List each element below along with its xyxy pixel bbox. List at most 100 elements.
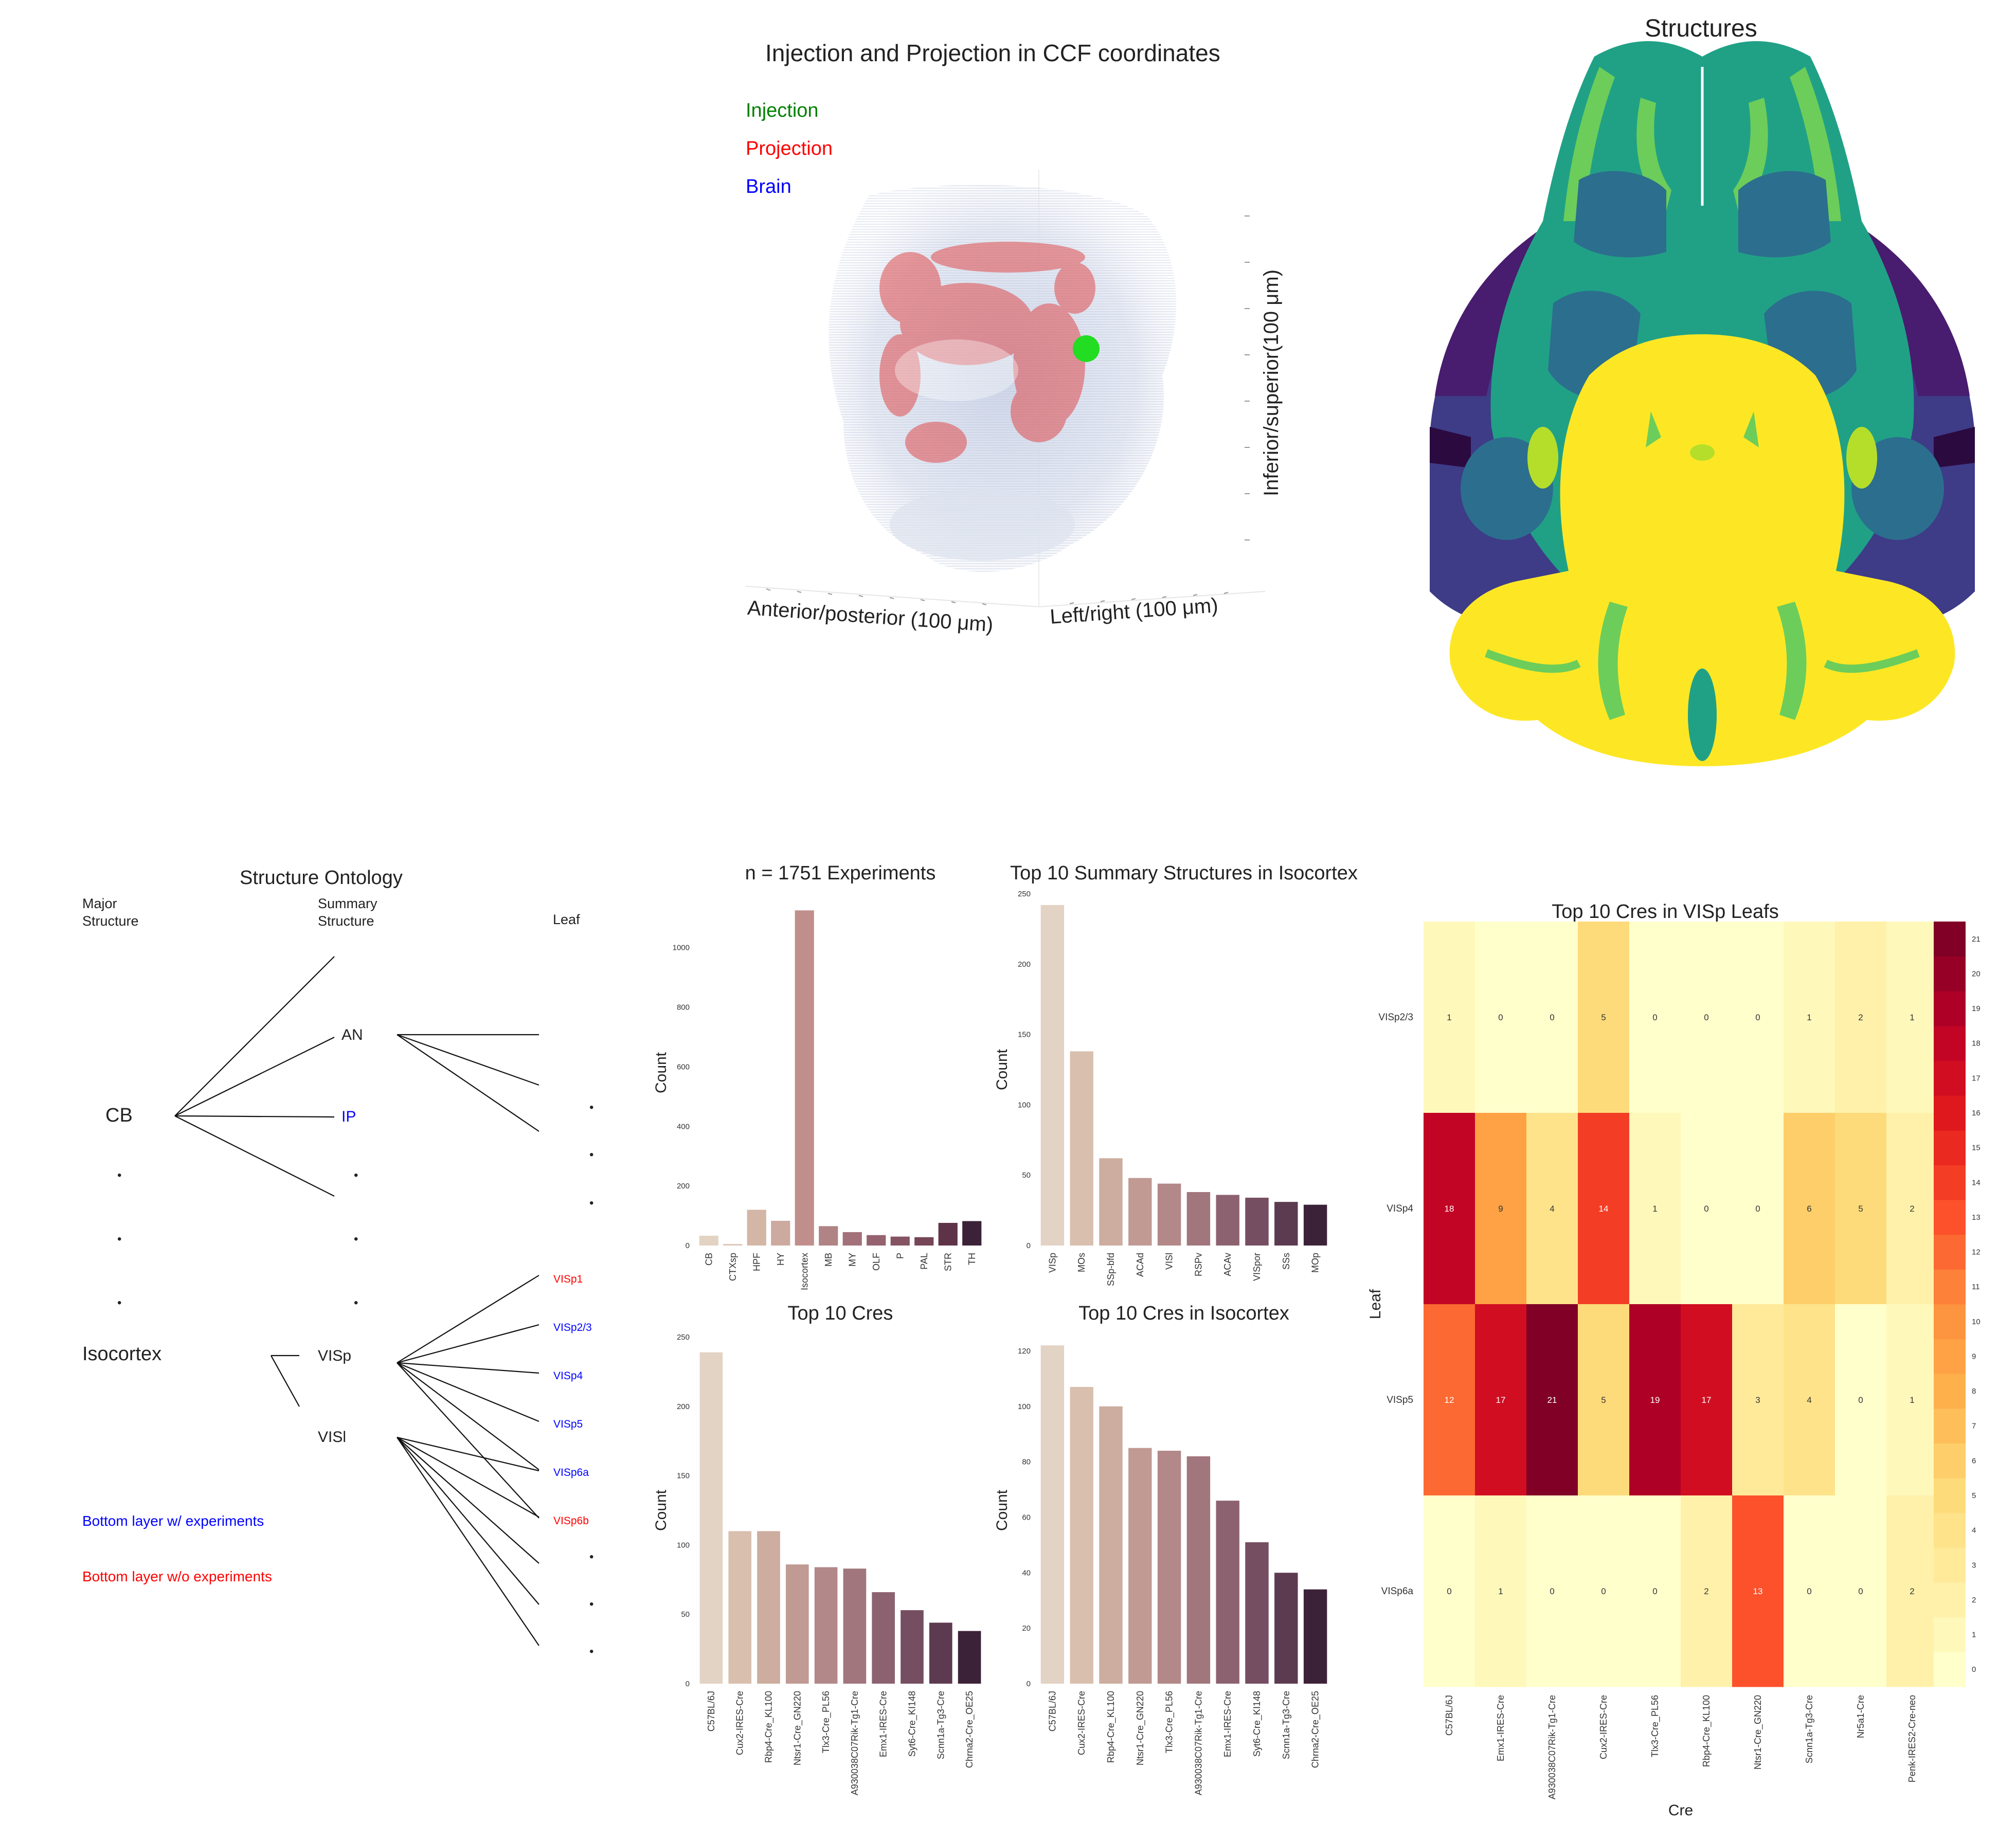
heatmap-cell-value: 1 [1910, 1013, 1914, 1022]
heatmap-cell-value: 0 [1858, 1395, 1863, 1405]
ellipsis-dot: • [354, 1296, 358, 1310]
ellipsis-dot: • [354, 1168, 358, 1182]
bar [1157, 1183, 1181, 1246]
x-tick-label: RSPv [1193, 1253, 1203, 1276]
heatmap-cell-value: 0 [1601, 1586, 1606, 1596]
heatmap-cell-value: 1 [1498, 1586, 1503, 1596]
colorbar-tick-label: 5 [1972, 1491, 1976, 1500]
colorbar-segment [1934, 1304, 1966, 1340]
heatmap-cell [1475, 1113, 1527, 1305]
x-tick-label: MB [823, 1253, 834, 1267]
heatmap-cell [1886, 1304, 1938, 1496]
heatmap-x-label: Cre [1668, 1802, 1693, 1819]
ellipsis-dot: • [117, 1232, 122, 1246]
major-isocortex: Isocortex [82, 1343, 162, 1365]
heatmap-col-label: A930038C07Rik-Tg1-Cre [1547, 1695, 1557, 1799]
heatmap-cell-value: 4 [1807, 1395, 1811, 1405]
ellipsis-dot: • [117, 1168, 122, 1182]
heatmap-cell-value: 13 [1753, 1586, 1763, 1596]
ellipsis-dot: • [589, 1148, 594, 1162]
heatmap-row-label: VISp5 [1387, 1395, 1413, 1405]
heatmap-cell [1578, 1304, 1630, 1496]
colorbar-tick-label: 7 [1972, 1422, 1976, 1431]
heatmap-cell-value: 0 [1704, 1204, 1708, 1214]
y-tick-label: 100 [1018, 1101, 1031, 1109]
y-tick-label: 100 [1018, 1402, 1031, 1411]
heatmap-col-label: Tlx3-Cre_PL56 [1650, 1695, 1661, 1757]
heatmap-cell [1578, 1495, 1630, 1687]
heatmap-cell [1835, 1304, 1887, 1496]
colorbar-segment [1934, 1374, 1966, 1409]
summary-ip: IP [341, 1108, 356, 1125]
x-tick-label: Scnn1a-Tg3-Cre [1281, 1691, 1291, 1759]
x-tick-label: VISpor [1252, 1253, 1262, 1281]
heatmap-cell-value: 21 [1547, 1395, 1557, 1405]
colorbar-segment [1934, 1130, 1966, 1165]
heatmap-cell-value: 4 [1550, 1204, 1554, 1214]
heatmap-cell-value: 19 [1650, 1395, 1660, 1405]
heatmap-cell-value: 0 [1652, 1586, 1657, 1596]
panel3d-title: Injection and Projection in CCF coordina… [765, 40, 1220, 66]
x-tick-label: Cux2-IRES-Cre [735, 1691, 745, 1755]
ellipsis-dot: • [589, 1196, 594, 1210]
colorbar-segment [1934, 1443, 1966, 1478]
heatmap-col-label: Scnn1a-Tg3-Cre [1804, 1695, 1814, 1763]
legend-projection: Projection [746, 138, 833, 159]
colorbar-tick-label: 0 [1972, 1665, 1976, 1674]
heatmap-cell-value: 2 [1704, 1586, 1708, 1596]
heatmap-cell [1526, 1113, 1578, 1305]
bar [1128, 1178, 1152, 1246]
bar [1303, 1589, 1327, 1684]
heatmap-cell-value: 1 [1807, 1013, 1811, 1022]
colorbar-segment [1934, 1200, 1966, 1235]
heatmap-cell [1886, 1113, 1938, 1305]
major-cb: CB [105, 1105, 133, 1126]
x-tick-label: Cux2-IRES-Cre [1076, 1691, 1087, 1755]
y-tick-label: 1000 [673, 944, 690, 952]
bar [771, 1220, 790, 1246]
y-axis-label: Count [653, 1489, 670, 1531]
bar [1070, 1051, 1093, 1246]
colorbar-segment [1934, 922, 1966, 957]
heatmap-cell-value: 14 [1599, 1204, 1609, 1214]
heatmap-cell [1578, 1113, 1630, 1305]
ellipsis-dot: • [354, 1232, 358, 1246]
y-axis-label: Count [994, 1489, 1011, 1531]
colorbar-segment [1934, 1617, 1966, 1652]
bar [1070, 1387, 1093, 1684]
structures-brain-map [1430, 41, 1975, 766]
y-tick-label: 100 [677, 1541, 690, 1549]
heatmap-cell-value: 0 [1550, 1013, 1554, 1022]
x-tick-label: P [895, 1253, 905, 1259]
heatmap-col-label: Penk-IRES2-Cre-neo [1907, 1695, 1917, 1782]
colorbar-tick-label: 4 [1972, 1526, 1976, 1535]
heatmap-cell [1629, 922, 1681, 1113]
x-tick-label: SSs [1281, 1253, 1291, 1270]
x-tick-label: C57BL/6J [1047, 1691, 1057, 1731]
colorbar-tick-label: 11 [1972, 1283, 1980, 1291]
bar [938, 1222, 958, 1246]
x-tick-label: MOs [1076, 1253, 1087, 1272]
heatmap-cell [1732, 1113, 1784, 1305]
y-tick-label: 400 [677, 1122, 690, 1131]
heatmap-cell-value: 2 [1910, 1586, 1914, 1596]
heatmap-cell-value: 1 [1910, 1395, 1914, 1405]
chart-title: Top 10 Summary Structures in Isocortex [1010, 862, 1358, 884]
heatmap-row-label: VISp2/3 [1378, 1012, 1413, 1023]
colorbar-segment [1934, 1234, 1966, 1270]
bar [1099, 1158, 1123, 1246]
x-tick-label: TH [967, 1253, 977, 1265]
colorbar-segment [1934, 1547, 1966, 1583]
heatmap-cell-value: 1 [1652, 1204, 1657, 1214]
y-tick-label: 600 [677, 1062, 690, 1071]
heatmap-cell-value: 0 [1755, 1204, 1760, 1214]
x-tick-label: STR [943, 1253, 953, 1271]
x-tick-label: Emx1-IRES-Cre [1222, 1691, 1233, 1757]
heatmap-cell [1681, 1304, 1733, 1496]
heatmap-row-label: VISp4 [1387, 1203, 1413, 1214]
colorbar-segment [1934, 956, 1966, 991]
x-tick-label: A930038C07Rik-Tg1-Cre [1193, 1691, 1203, 1795]
bar [1303, 1204, 1327, 1246]
chart-title: Top 10 Cres in Isocortex [1078, 1303, 1289, 1324]
x-tick-label: Isocortex [799, 1253, 809, 1290]
